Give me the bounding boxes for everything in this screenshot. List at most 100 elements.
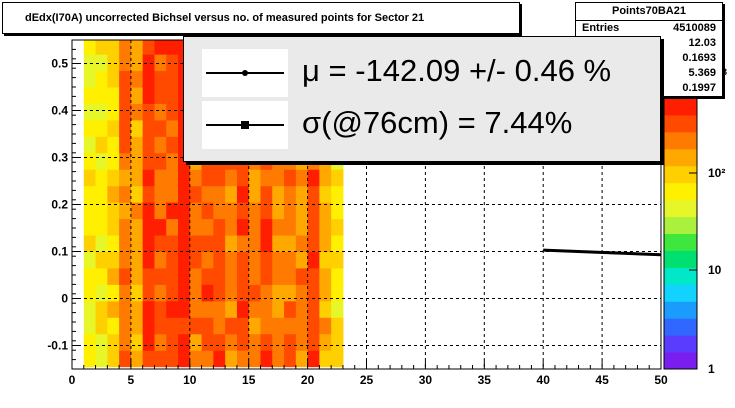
heatmap-cell: [213, 350, 226, 368]
heatmap-cell: [166, 284, 179, 302]
heatmap-cell: [260, 202, 273, 220]
heatmap-cell: [154, 267, 167, 285]
heatmap-cell: [178, 202, 191, 220]
heatmap-cell: [178, 317, 191, 335]
heatmap-cell: [225, 300, 238, 318]
heatmap-cell: [107, 185, 120, 203]
heatmap-cell: [107, 317, 120, 335]
heatmap-cell: [225, 218, 238, 236]
heatmap-cell: [154, 284, 167, 302]
heatmap-cell: [189, 235, 203, 252]
heatmap-cell: [236, 202, 250, 220]
heatmap-cell: [107, 87, 120, 104]
heatmap-cell: [213, 300, 226, 318]
heatmap-cell: [107, 169, 120, 187]
x-tick-label: 30: [419, 373, 433, 387]
heatmap-cell: [142, 333, 155, 351]
heatmap-cell: [295, 185, 309, 203]
heatmap-cell: [119, 350, 132, 368]
heatmap-cell: [319, 333, 332, 351]
color-scale-segment: [664, 335, 697, 353]
color-scale-segment: [664, 98, 697, 116]
heatmap-cell: [272, 251, 285, 269]
heatmap-cell: [142, 87, 155, 104]
heatmap-cell: [107, 300, 120, 318]
stats-value: 0.1693: [682, 52, 716, 64]
heatmap-cell: [260, 317, 273, 335]
legend-entry-mu: μ = -142.09 +/- 0.46 %: [184, 49, 660, 99]
heatmap-cell: [331, 300, 344, 318]
color-scale-segment: [664, 250, 697, 268]
color-scale-frame: [663, 97, 698, 370]
heatmap-cell: [166, 235, 179, 252]
heatmap-cell: [284, 317, 297, 335]
heatmap-cell: [107, 54, 120, 72]
heatmap-cell: [295, 169, 309, 187]
heatmap-cell: [213, 169, 226, 187]
x-tick-label: 45: [595, 373, 609, 387]
heatmap-cell: [260, 235, 273, 252]
x-tick-label: 10: [183, 373, 197, 387]
heatmap-cell: [107, 152, 120, 170]
color-scale-segment: [664, 318, 697, 336]
heatmap-cell: [166, 185, 179, 203]
heatmap-cell: [154, 70, 167, 88]
heatmap-cell: [189, 202, 203, 220]
heatmap-cell: [307, 300, 320, 318]
heatmap-cell: [260, 251, 273, 269]
heatmap-cell: [166, 333, 179, 351]
x-tick-label: 40: [537, 373, 551, 387]
legend-mu-text: μ = -142.09 +/- 0.46 %: [302, 53, 612, 88]
heatmap-cell: [178, 350, 191, 368]
heatmap-cell: [142, 350, 155, 368]
heatmap-cell: [166, 218, 179, 236]
heatmap-cell: [284, 267, 297, 285]
color-scale-segment: [664, 114, 697, 133]
heatmap-cell: [213, 267, 226, 285]
heatmap-cell: [83, 251, 97, 269]
heatmap-cell: [130, 333, 144, 351]
heatmap-cell: [95, 103, 108, 121]
heatmap-cell: [213, 218, 226, 236]
heatmap-cell: [178, 284, 191, 302]
heatmap-cell: [260, 333, 273, 351]
heatmap-cell: [272, 284, 285, 302]
heatmap-cell: [295, 235, 309, 252]
heatmap-cell: [307, 284, 320, 302]
heatmap-cell: [201, 317, 214, 335]
heatmap-cell: [166, 169, 179, 187]
heatmap-cell: [307, 235, 320, 252]
heatmap-cell: [130, 185, 144, 203]
heatmap-cell: [295, 317, 309, 335]
heatmap-cell: [130, 40, 144, 55]
heatmap-cell: [119, 333, 132, 351]
heatmap-cell: [154, 333, 167, 351]
heatmap-cell: [107, 284, 120, 302]
heatmap-cell: [119, 267, 132, 285]
heatmap-cell: [331, 350, 344, 368]
heatmap-cell: [236, 185, 250, 203]
heatmap-cell: [166, 317, 179, 335]
heatmap-cell: [166, 350, 179, 368]
heatmap-cell: [272, 317, 285, 335]
heatmap-cell: [95, 300, 108, 318]
heatmap-cell: [166, 136, 179, 154]
heatmap-cell: [213, 333, 226, 351]
heatmap-cell: [119, 251, 132, 269]
heatmap-cell: [95, 40, 108, 55]
heatmap-cell: [83, 70, 97, 88]
heatmap-cell: [272, 218, 285, 236]
heatmap-cell: [142, 136, 155, 154]
x-tick-label: 25: [360, 373, 374, 387]
heatmap-cell: [154, 54, 167, 72]
heatmap-cell: [95, 350, 108, 368]
x-tick-label: 50: [654, 373, 668, 387]
heatmap-cell: [248, 350, 261, 368]
heatmap-cell: [248, 267, 261, 285]
heatmap-cell: [236, 317, 250, 335]
heatmap-cell: [248, 202, 261, 220]
heatmap-cell: [95, 169, 108, 187]
heatmap-cell: [295, 300, 309, 318]
legend-line-marker-square: [202, 101, 288, 149]
heatmap-cell: [213, 202, 226, 220]
